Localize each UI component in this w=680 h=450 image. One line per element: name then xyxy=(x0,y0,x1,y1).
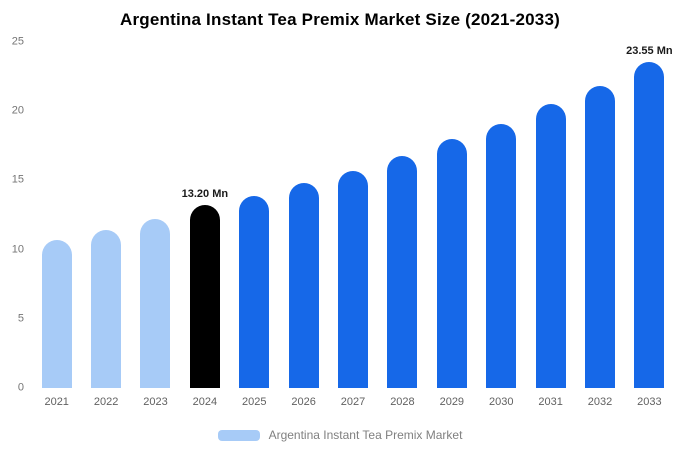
plot-area: 0 5 10 15 20 25 2021 2022 2023 13.20 Mn 2024 2025 2… xyxy=(12,36,674,408)
bar-2030[interactable] xyxy=(486,123,517,388)
y-tick-label: 0 xyxy=(17,381,24,394)
bar-2025[interactable] xyxy=(239,195,270,388)
bar-group-2031: 2031 xyxy=(526,42,575,408)
chart-title: Argentina Instant Tea Premix Market Size… xyxy=(120,10,560,29)
x-axis-label: 2033 xyxy=(637,396,662,408)
bar-series: 2021 2022 2023 13.20 Mn 2024 2025 2026 2027 2028… xyxy=(32,42,674,408)
x-axis-label: 2021 xyxy=(44,396,69,408)
y-tick-label: 20 xyxy=(11,104,24,117)
bar-value-label: 13.20 Mn xyxy=(181,188,229,201)
bar-2026[interactable] xyxy=(288,183,319,388)
bar-2021[interactable] xyxy=(41,239,72,388)
bar-2029[interactable] xyxy=(436,138,467,388)
bar-group-2021: 2021 xyxy=(32,42,81,408)
bar-2024[interactable]: 13.20 Mn xyxy=(182,188,228,388)
bar-group-2028: 2028 xyxy=(378,42,427,408)
bar-group-2032: 2032 xyxy=(575,42,624,408)
bar-group-2033: 23.55 Mn 2033 xyxy=(625,42,674,408)
x-axis-label: 2030 xyxy=(488,396,514,408)
legend-label: Argentina Instant Tea Premix Market xyxy=(268,428,463,442)
bar-group-2030: 2030 xyxy=(477,42,526,408)
bar-2032[interactable] xyxy=(584,86,615,388)
x-axis-label: 2024 xyxy=(192,396,218,408)
bar-group-2022: 2022 xyxy=(81,42,130,408)
x-axis-label: 2032 xyxy=(587,396,613,408)
bar-2027[interactable] xyxy=(338,170,369,388)
x-axis-label: 2027 xyxy=(340,396,366,408)
bar-2031[interactable] xyxy=(535,104,566,388)
bar-group-2024: 13.20 Mn 2024 xyxy=(180,42,229,408)
x-axis-label: 2022 xyxy=(93,396,119,408)
y-tick-label: 25 xyxy=(11,35,24,48)
legend-swatch xyxy=(217,429,260,441)
x-axis-label: 2028 xyxy=(390,396,415,408)
y-tick-label: 10 xyxy=(11,243,24,256)
legend: Argentina Instant Tea Premix Market xyxy=(0,428,680,442)
bar-group-2026: 2026 xyxy=(279,42,328,408)
bar-group-2027: 2027 xyxy=(328,42,377,408)
y-tick-label: 15 xyxy=(11,173,24,186)
x-axis-label: 2029 xyxy=(439,396,465,408)
bar-2023[interactable] xyxy=(140,219,171,388)
x-axis-label: 2025 xyxy=(242,396,267,408)
y-tick-label: 5 xyxy=(17,312,24,325)
bar-group-2029: 2029 xyxy=(427,42,476,408)
x-axis-label: 2026 xyxy=(291,396,316,408)
bar-group-2025: 2025 xyxy=(230,42,279,408)
x-axis-label: 2023 xyxy=(143,396,168,408)
bar-2028[interactable] xyxy=(387,155,418,388)
bar-value-label: 23.55 Mn xyxy=(626,45,673,58)
bar-2022[interactable] xyxy=(91,230,122,388)
x-axis-label: 2031 xyxy=(538,396,563,408)
bar-group-2023: 2023 xyxy=(131,42,180,408)
bar-2033[interactable]: 23.55 Mn xyxy=(626,45,673,388)
